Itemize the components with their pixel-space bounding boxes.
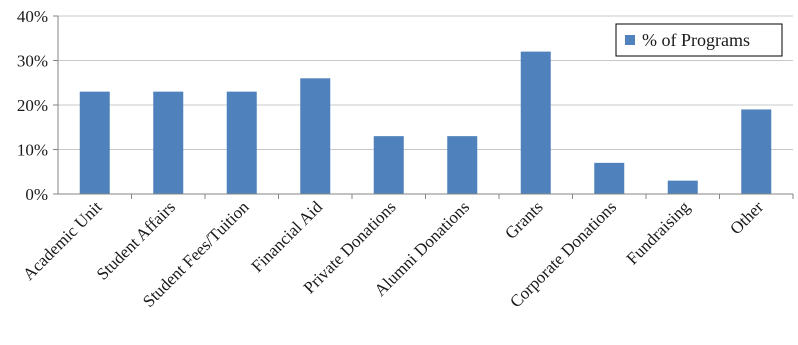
bar bbox=[447, 136, 478, 194]
y-tick-label: 10% bbox=[17, 141, 48, 160]
legend-swatch bbox=[625, 35, 635, 45]
bar bbox=[300, 78, 331, 194]
axes bbox=[53, 15, 794, 199]
bar bbox=[741, 109, 772, 194]
bar bbox=[226, 91, 257, 194]
legend-label: % of Programs bbox=[642, 30, 750, 50]
y-axis-tick-labels: 0% 10% 20% 30% 40% bbox=[17, 7, 48, 204]
y-tick-label: 20% bbox=[17, 96, 48, 115]
category-label: Fundraising bbox=[623, 197, 694, 268]
y-tick-label: 40% bbox=[17, 7, 48, 26]
legend: % of Programs bbox=[615, 23, 783, 57]
bar bbox=[594, 162, 625, 194]
bar bbox=[520, 51, 551, 194]
bar bbox=[153, 91, 184, 194]
bar bbox=[79, 91, 110, 194]
category-label: Financial Aid bbox=[248, 197, 327, 276]
y-tick-label: 0% bbox=[25, 185, 48, 204]
bar bbox=[373, 136, 404, 194]
bars bbox=[79, 51, 772, 194]
bar bbox=[667, 180, 698, 194]
legend-box bbox=[615, 23, 783, 57]
category-label: Grants bbox=[501, 197, 546, 242]
y-tick-label: 30% bbox=[17, 52, 48, 71]
category-label: Other bbox=[726, 197, 767, 238]
